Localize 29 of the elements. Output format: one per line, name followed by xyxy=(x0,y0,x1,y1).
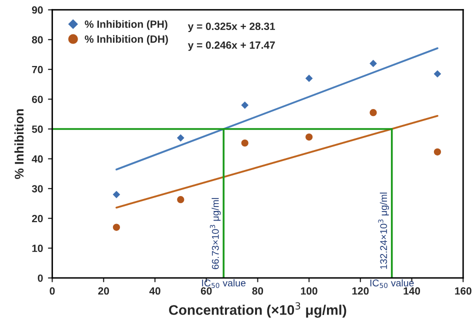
x-tick-label: 80 xyxy=(252,287,264,295)
x-tick-label: 160 xyxy=(455,287,472,295)
y-tick-label: 20 xyxy=(32,214,43,222)
x-tick-label: 140 xyxy=(404,287,420,295)
annotation: 66.73×10$^{3}$ μg/ml xyxy=(210,198,221,270)
annotation: y = 0.246x + 17.47 xyxy=(188,41,275,51)
x-tick-label: 20 xyxy=(98,287,109,295)
x-tick-label: 40 xyxy=(149,287,160,295)
text: IC$_{50}$ value xyxy=(202,279,246,288)
y-tick-label: 0 xyxy=(38,274,43,282)
legend-label: % Inhibition (DH) xyxy=(84,35,168,45)
y-tick-label: 10 xyxy=(32,244,43,252)
y-tick-label: 90 xyxy=(32,6,43,14)
text: IC$_{50}$ value xyxy=(370,279,414,288)
x-tick-label: 0 xyxy=(50,287,55,295)
y-tick-label: 30 xyxy=(32,185,43,192)
x-tick-label: 60 xyxy=(200,287,212,295)
x-axis-title: Concentration (×10$^{3}$ μg/ml) xyxy=(169,302,346,318)
x-tick-label: 100 xyxy=(301,287,318,295)
legend-label: % Inhibition (PH) xyxy=(84,20,168,30)
y-tick-label: 60 xyxy=(32,96,43,104)
y-tick-label: 50 xyxy=(32,125,43,133)
y-tick-label: 80 xyxy=(32,36,43,44)
y-axis-title: % Inhibition xyxy=(14,109,24,179)
y-tick-label: 70 xyxy=(32,66,43,74)
annotation: 132.24×10$^{3}$ μg/ml xyxy=(378,192,389,269)
y-tick-label: 40 xyxy=(32,155,43,163)
x-tick-label: 120 xyxy=(352,287,369,295)
annotation: y = 0.325x + 28.31 xyxy=(188,22,276,32)
